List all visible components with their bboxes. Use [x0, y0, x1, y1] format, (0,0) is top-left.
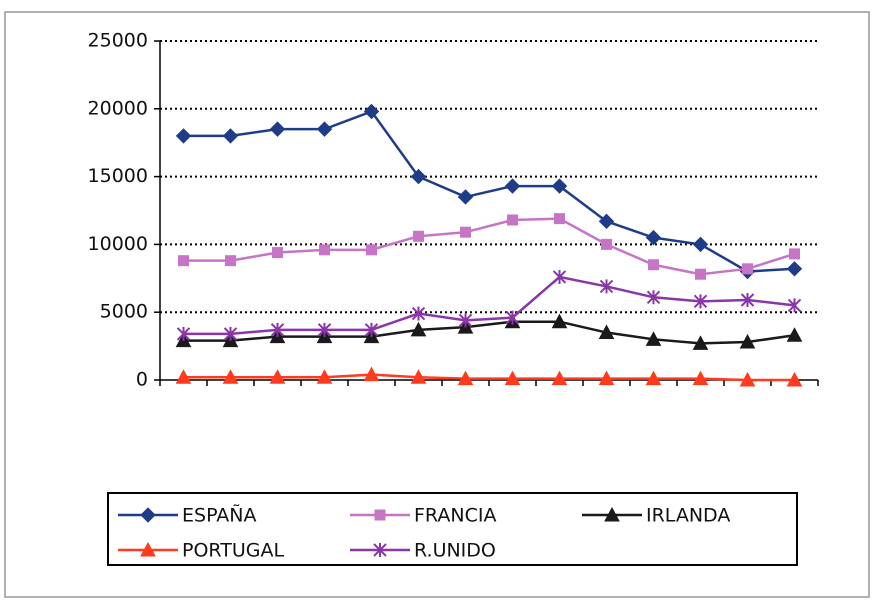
y-tick-label: 5000 — [100, 301, 148, 323]
data-point — [601, 238, 612, 250]
data-point — [645, 229, 662, 246]
y-tick-label: 20000 — [88, 97, 148, 119]
data-point — [270, 322, 285, 337]
data-point — [223, 326, 238, 341]
data-point — [692, 236, 709, 253]
data-point — [366, 244, 377, 256]
data-point — [552, 269, 567, 284]
data-point — [789, 248, 800, 260]
data-point — [458, 313, 473, 328]
series-line — [183, 373, 795, 382]
data-point — [176, 326, 191, 341]
data-point — [225, 255, 236, 267]
data-point — [742, 263, 753, 275]
data-point — [739, 333, 756, 349]
data-point — [363, 366, 380, 382]
data-point — [222, 128, 239, 144]
y-tick-label: 10000 — [88, 233, 148, 255]
data-point — [272, 247, 283, 259]
data-point — [411, 306, 426, 321]
data-point — [316, 369, 333, 384]
legend-marker — [140, 507, 156, 523]
data-point — [648, 259, 659, 271]
data-point — [457, 370, 474, 386]
data-point — [460, 226, 471, 238]
data-point — [410, 168, 427, 185]
data-point — [646, 290, 661, 305]
data-point — [692, 370, 709, 386]
data-point — [786, 327, 803, 342]
series-line — [183, 275, 795, 336]
legend-label: ESPAÑA — [182, 504, 257, 527]
data-point — [645, 331, 662, 346]
data-point — [787, 298, 802, 313]
series-line — [183, 320, 795, 345]
y-tick-label: 25000 — [88, 30, 148, 52]
data-point — [319, 244, 330, 256]
data-point — [739, 371, 756, 387]
legend-marker — [373, 543, 387, 557]
y-tick-label: 0 — [136, 369, 148, 391]
data-point — [269, 121, 286, 137]
data-point — [786, 261, 803, 277]
data-point — [507, 214, 518, 226]
data-point — [551, 178, 568, 194]
data-point — [175, 369, 192, 384]
y-tick-label: 15000 — [88, 165, 148, 187]
data-point — [551, 370, 568, 386]
data-point — [693, 294, 708, 309]
data-point — [786, 371, 803, 387]
data-point — [316, 121, 333, 137]
data-point — [740, 292, 755, 307]
data-point — [551, 313, 568, 329]
legend-marker — [604, 506, 620, 522]
data-point — [457, 189, 474, 205]
legend-box — [107, 492, 798, 566]
legend-label: IRLANDA — [646, 505, 730, 527]
data-point — [222, 369, 239, 384]
data-point — [363, 103, 380, 120]
legend-label: R.UNIDO — [414, 540, 496, 562]
data-point — [505, 310, 520, 325]
legend-marker — [374, 509, 386, 521]
data-point — [645, 370, 662, 386]
legend-label: FRANCIA — [414, 505, 496, 527]
data-point — [175, 128, 192, 144]
data-point — [695, 268, 706, 280]
data-point — [269, 369, 286, 384]
data-point — [504, 370, 521, 386]
data-point — [410, 369, 427, 384]
series-line — [183, 217, 795, 276]
legend-marker — [140, 541, 156, 557]
data-point — [178, 255, 189, 267]
data-point — [410, 321, 427, 337]
data-point — [413, 230, 424, 242]
data-point — [364, 322, 379, 337]
data-point — [504, 178, 521, 194]
data-point — [599, 279, 614, 294]
data-point — [598, 370, 615, 386]
legend-label: PORTUGAL — [182, 540, 284, 562]
data-point — [317, 322, 332, 337]
data-point — [598, 324, 615, 340]
data-point — [692, 335, 709, 350]
data-point — [554, 213, 565, 225]
data-point — [598, 213, 615, 230]
series-line — [183, 110, 795, 273]
